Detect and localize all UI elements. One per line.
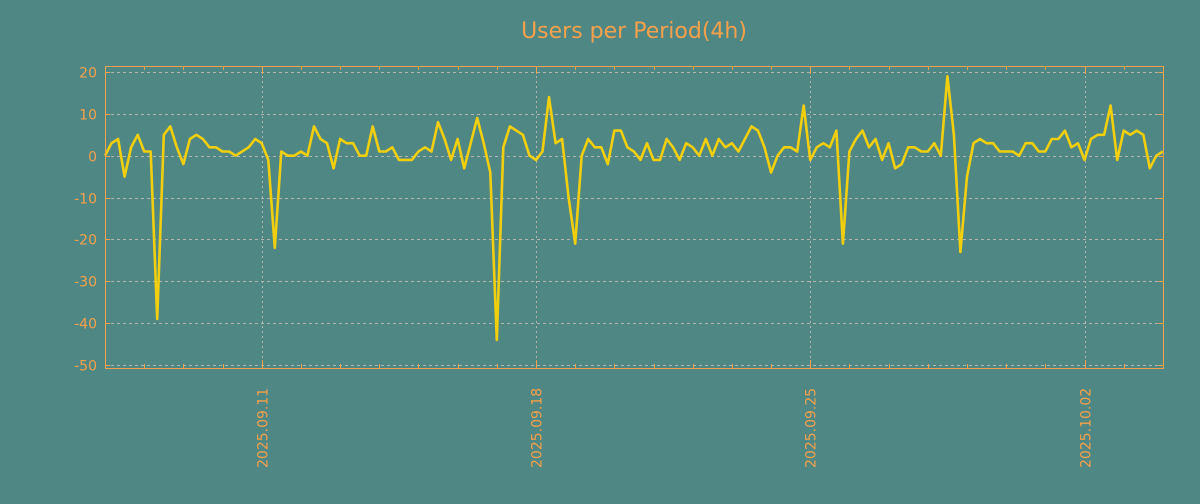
- y-tick-label: 20: [79, 66, 97, 82]
- grid: [105, 66, 1164, 368]
- plot-frame: [105, 66, 1164, 369]
- y-tick-label: 0: [88, 150, 97, 166]
- x-tick-label: 2025.10.02: [1079, 388, 1095, 468]
- y-tick-label: -20: [74, 233, 97, 249]
- y-tick-label: -30: [74, 275, 97, 291]
- series-line-users: [103, 74, 1164, 342]
- x-tick-label: 2025.09.25: [804, 388, 820, 468]
- y-axis-labels: 20 10 0 -10 -20 -30 -40 -50: [74, 66, 97, 375]
- chart-title: Users per Period(4h): [521, 19, 747, 44]
- y-tick-label: -40: [74, 317, 97, 333]
- x-tick-label: 2025.09.11: [256, 388, 272, 468]
- y-tick-label: 10: [79, 108, 97, 124]
- x-axis-labels: 2025.09.11 2025.09.18 2025.09.25 2025.10.02: [256, 388, 1095, 468]
- x-tick-label: 2025.09.18: [530, 388, 546, 468]
- axis-ticks: [105, 66, 1164, 368]
- y-tick-label: -10: [74, 192, 97, 208]
- y-tick-label: -50: [74, 359, 97, 375]
